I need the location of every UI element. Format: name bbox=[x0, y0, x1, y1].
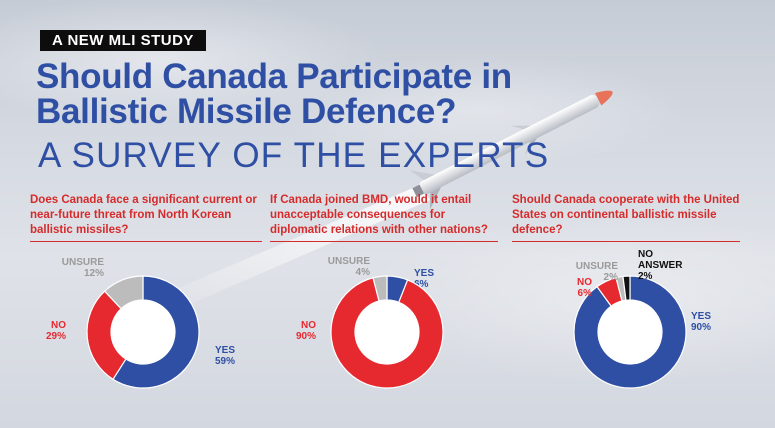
value-yes: 90% bbox=[691, 322, 711, 333]
study-kicker: A NEW MLI STUDY bbox=[40, 30, 206, 51]
value-no-answer: 2% bbox=[638, 271, 653, 282]
donut-chart-3: YES 90% NO 6% UNSURE 2% NO ANSWER 2% bbox=[505, 245, 755, 425]
label-yes: YES 90% bbox=[691, 311, 711, 333]
donut-hole bbox=[111, 300, 175, 364]
label-no-answer: NO ANSWER 2% bbox=[638, 249, 683, 282]
slice-yes bbox=[112, 275, 200, 389]
donut-chart-2-svg: YES 6% NO 90% UNSURE 4% bbox=[296, 256, 444, 389]
value-no: 29% bbox=[46, 331, 66, 342]
donut-chart-1: YES 59% NO 29% UNSURE 12% bbox=[18, 245, 268, 425]
value-unsure: 4% bbox=[356, 267, 371, 278]
value-yes: 6% bbox=[414, 279, 429, 290]
question-1: Does Canada face a significant current o… bbox=[30, 193, 262, 242]
label-unsure: UNSURE 4% bbox=[328, 256, 371, 278]
value-no: 6% bbox=[578, 288, 593, 299]
value-no: 90% bbox=[296, 331, 316, 342]
page-subtitle: A SURVEY OF THE EXPERTS bbox=[38, 136, 550, 175]
label-no: NO 6% bbox=[577, 277, 592, 299]
donut-hole bbox=[355, 300, 419, 364]
title-line-1: Should Canada Participate in bbox=[36, 57, 512, 96]
label-yes: YES 6% bbox=[414, 268, 434, 290]
label-yes: YES 59% bbox=[215, 345, 235, 367]
label-unsure: UNSURE 2% bbox=[576, 261, 619, 283]
title-line-2: Ballistic Missile Defence? bbox=[36, 92, 457, 131]
donut-chart-2: YES 6% NO 90% UNSURE 4% bbox=[262, 245, 512, 425]
value-unsure: 12% bbox=[84, 268, 104, 279]
slice-no bbox=[330, 277, 444, 389]
donut-hole bbox=[598, 300, 662, 364]
slice-no-answer bbox=[622, 275, 631, 301]
value-unsure: 2% bbox=[604, 272, 619, 283]
donut-chart-1-svg: YES 59% NO 29% UNSURE 12% bbox=[46, 257, 235, 389]
slice-yes bbox=[573, 275, 687, 389]
slice-unsure bbox=[372, 275, 388, 302]
question-2: If Canada joined BMD, would it entail un… bbox=[270, 193, 498, 242]
label-no: NO 29% bbox=[46, 320, 66, 342]
slice-unsure bbox=[103, 275, 144, 310]
label-no: NO 90% bbox=[296, 320, 316, 342]
page-title: Should Canada Participate in Ballistic M… bbox=[36, 59, 756, 129]
question-3: Should Canada cooperate with the United … bbox=[512, 193, 740, 242]
label-unsure: UNSURE 12% bbox=[62, 257, 105, 279]
donut-chart-3-svg: YES 90% NO 6%UNSURE 2% NO ANSWER 2% bbox=[573, 249, 711, 389]
value-yes: 59% bbox=[215, 356, 235, 367]
